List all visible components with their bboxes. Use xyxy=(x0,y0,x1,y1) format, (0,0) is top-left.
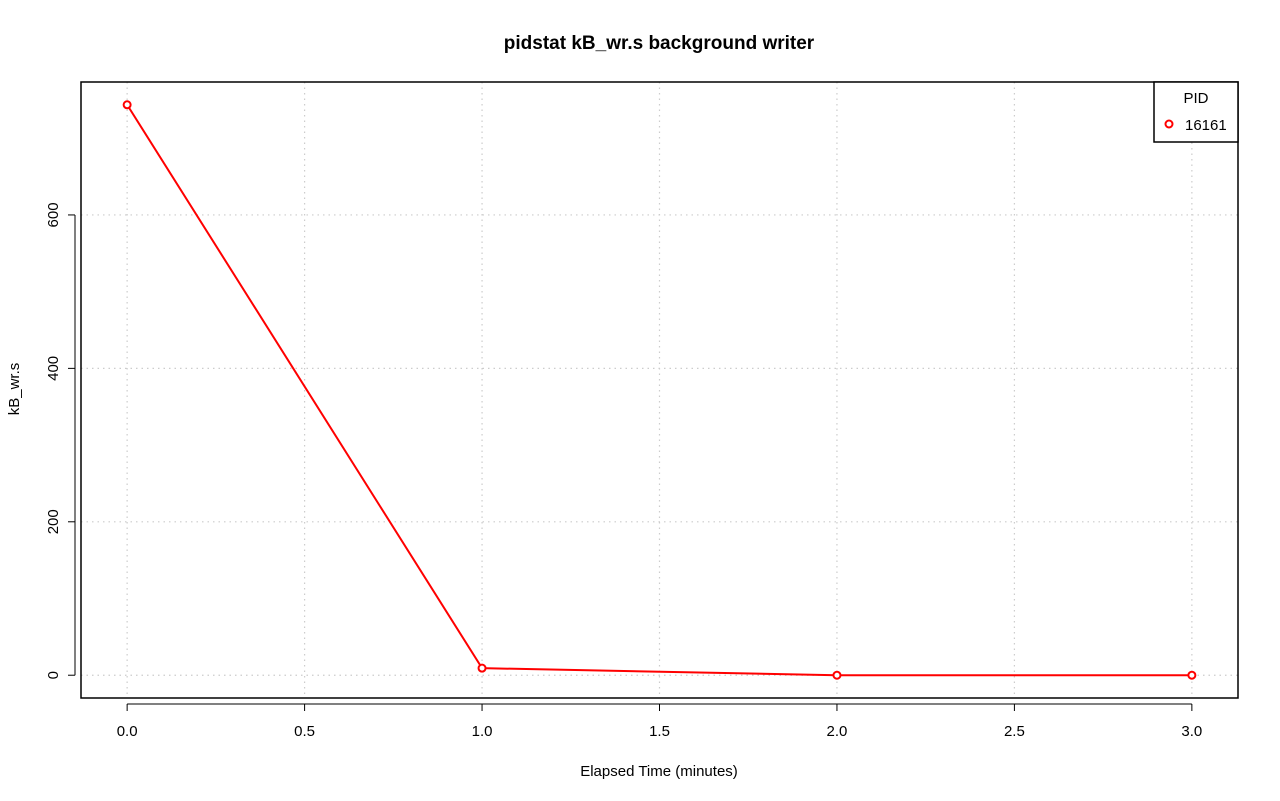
data-point xyxy=(832,670,842,680)
series-line xyxy=(126,104,1192,677)
legend-entry-label: 16161 xyxy=(1185,117,1227,134)
legend-title: PID xyxy=(1183,90,1208,107)
y-tick-label: 400 xyxy=(45,356,62,381)
x-tick-label: 3.0 xyxy=(1181,723,1202,740)
x-axis: 0.0 0.5 1.0 1.5 2.0 2.5 3.0 xyxy=(117,703,1202,740)
x-tick-label: 0.0 xyxy=(117,723,138,740)
x-axis-label: Elapsed Time (minutes) xyxy=(580,763,738,780)
y-axis-label: kB_wr.s xyxy=(6,363,23,416)
data-point xyxy=(1187,670,1197,680)
plot-frame xyxy=(80,81,1239,699)
x-tick-label: 0.5 xyxy=(294,723,315,740)
x-tick-label: 1.0 xyxy=(472,723,493,740)
legend-marker-icon xyxy=(1164,119,1174,129)
chart-title: pidstat kB_wr.s background writer xyxy=(504,33,815,54)
x-tick-label: 1.5 xyxy=(649,723,670,740)
data-point xyxy=(122,100,132,110)
x-tick-label: 2.0 xyxy=(827,723,848,740)
grid xyxy=(81,82,1238,698)
legend: PID 16161 xyxy=(1153,81,1239,143)
series-layer xyxy=(122,100,1197,680)
y-tick-label: 200 xyxy=(45,509,62,534)
y-tick-label: 0 xyxy=(45,671,62,679)
x-tick-label: 2.5 xyxy=(1004,723,1025,740)
data-point xyxy=(477,663,487,673)
y-axis: 0 200 400 600 xyxy=(45,202,76,679)
y-tick-label: 600 xyxy=(45,202,62,227)
legend-box xyxy=(1153,81,1239,143)
